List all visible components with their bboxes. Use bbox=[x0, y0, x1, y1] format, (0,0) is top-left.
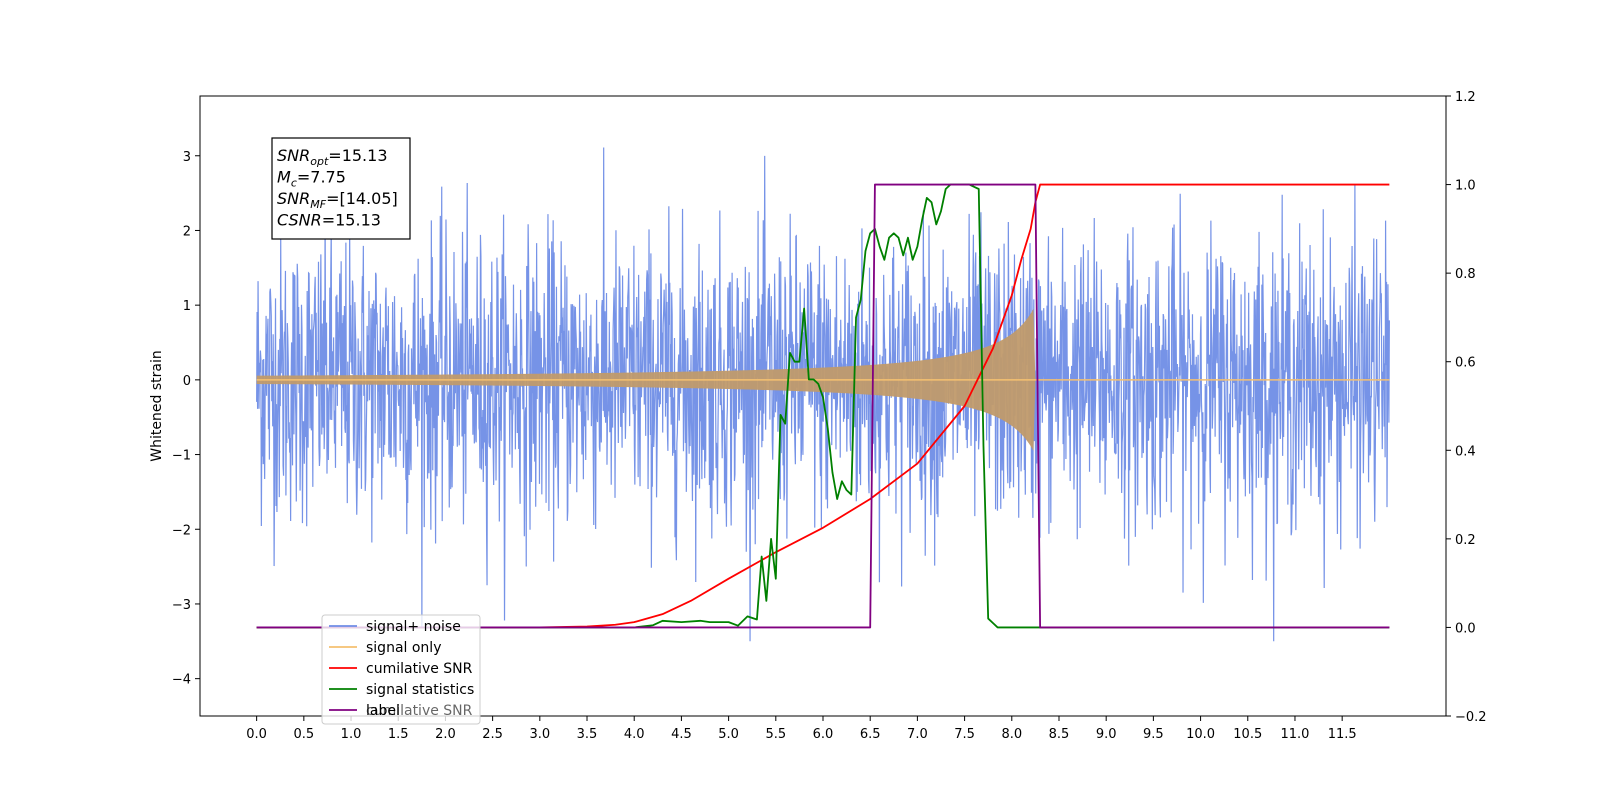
y-left-tick-label: 0 bbox=[183, 374, 191, 389]
x-tick-label: 1.0 bbox=[341, 727, 362, 742]
y-left-tick-label: 3 bbox=[183, 150, 191, 165]
y-right-tick-label: 0.8 bbox=[1455, 267, 1476, 282]
annotation-line: SNRMF=[14.05] bbox=[277, 189, 398, 211]
y-axis-right: −0.2 0.0 0.2 0.4 0.6 0.8 1.0 1.2 bbox=[1446, 90, 1487, 725]
x-tick-label: 0.0 bbox=[246, 727, 267, 742]
x-tick-label: 3.0 bbox=[529, 727, 550, 742]
y-left-tick-label: −2 bbox=[172, 523, 191, 538]
legend-label: signal only bbox=[366, 640, 441, 656]
x-tick-label: 9.5 bbox=[1143, 727, 1164, 742]
x-tick-label: 9.0 bbox=[1096, 727, 1117, 742]
x-tick-label: 6.5 bbox=[860, 727, 881, 742]
series-label-line bbox=[256, 183, 1390, 629]
x-tick-label: 3.5 bbox=[577, 727, 598, 742]
legend-ghost-text: cumilative SNR bbox=[366, 703, 473, 719]
legend-label: cumilative SNR bbox=[366, 661, 473, 677]
x-tick-label: 4.0 bbox=[624, 727, 645, 742]
annotation-frame bbox=[271, 137, 411, 240]
legend-label: label bbox=[366, 703, 400, 719]
y-right-tick-label: 0.6 bbox=[1455, 356, 1476, 371]
x-tick-label: 1.5 bbox=[388, 727, 409, 742]
legend-label: signal+ noise bbox=[366, 619, 461, 635]
y-axis-left: −4 −3 −2 −1 0 1 2 3 bbox=[172, 150, 200, 688]
annotation-line: Mc=7.75 bbox=[277, 168, 346, 190]
annotation-line: SNRopt=15.13 bbox=[277, 146, 388, 168]
x-tick-label: 11.0 bbox=[1280, 727, 1309, 742]
y-right-tick-label: 0.2 bbox=[1455, 533, 1476, 548]
x-tick-label: 0.5 bbox=[293, 727, 314, 742]
x-axis: 0.0 0.5 1.0 1.5 2.0 2.5 3.0 3.5 4.0 4.5 5.0 5.5 6.0 6… bbox=[246, 716, 1357, 742]
series-layer bbox=[256, 147, 1390, 642]
x-tick-label: 8.5 bbox=[1049, 727, 1070, 742]
legend-frame bbox=[321, 614, 481, 725]
stats-annotation-box: SNRopt=15.13Mc=7.75SNRMF=[14.05]CSNR=15.… bbox=[271, 137, 411, 240]
y-right-tick-label: 1.2 bbox=[1455, 90, 1476, 105]
annotation-line: CSNR=15.13 bbox=[277, 211, 381, 230]
series-signal-statistics-line bbox=[256, 183, 1390, 629]
y-right-tick-label: 0.4 bbox=[1455, 444, 1476, 459]
x-tick-label: 7.5 bbox=[954, 727, 975, 742]
x-tick-label: 5.0 bbox=[718, 727, 739, 742]
x-tick-label: 7.0 bbox=[907, 727, 928, 742]
legend: signal+ noise signal only cumilative SNR si… bbox=[321, 614, 481, 725]
series-cumilative-snr-line bbox=[256, 183, 1390, 629]
legend-label: signal statistics bbox=[366, 682, 474, 698]
y-left-tick-label: 2 bbox=[183, 224, 191, 239]
x-tick-label: 10.5 bbox=[1233, 727, 1262, 742]
y-left-tick-label: −1 bbox=[172, 449, 191, 464]
y-axis-label: Whitened strain bbox=[149, 350, 165, 461]
x-tick-label: 6.0 bbox=[813, 727, 834, 742]
y-left-tick-label: −3 bbox=[172, 598, 191, 613]
x-tick-label: 4.5 bbox=[671, 727, 692, 742]
x-tick-label: 11.5 bbox=[1328, 727, 1357, 742]
y-right-tick-label: −0.2 bbox=[1455, 710, 1487, 725]
y-left-tick-label: 1 bbox=[183, 299, 191, 314]
x-tick-label: 8.0 bbox=[1001, 727, 1022, 742]
x-tick-label: 10.0 bbox=[1186, 727, 1215, 742]
y-right-tick-label: 0.0 bbox=[1455, 621, 1476, 636]
x-tick-label: 2.0 bbox=[435, 727, 456, 742]
y-left-tick-label: −4 bbox=[172, 673, 191, 688]
x-tick-label: 5.5 bbox=[765, 727, 786, 742]
y-right-tick-label: 1.0 bbox=[1455, 179, 1476, 194]
x-tick-label: 2.5 bbox=[482, 727, 503, 742]
